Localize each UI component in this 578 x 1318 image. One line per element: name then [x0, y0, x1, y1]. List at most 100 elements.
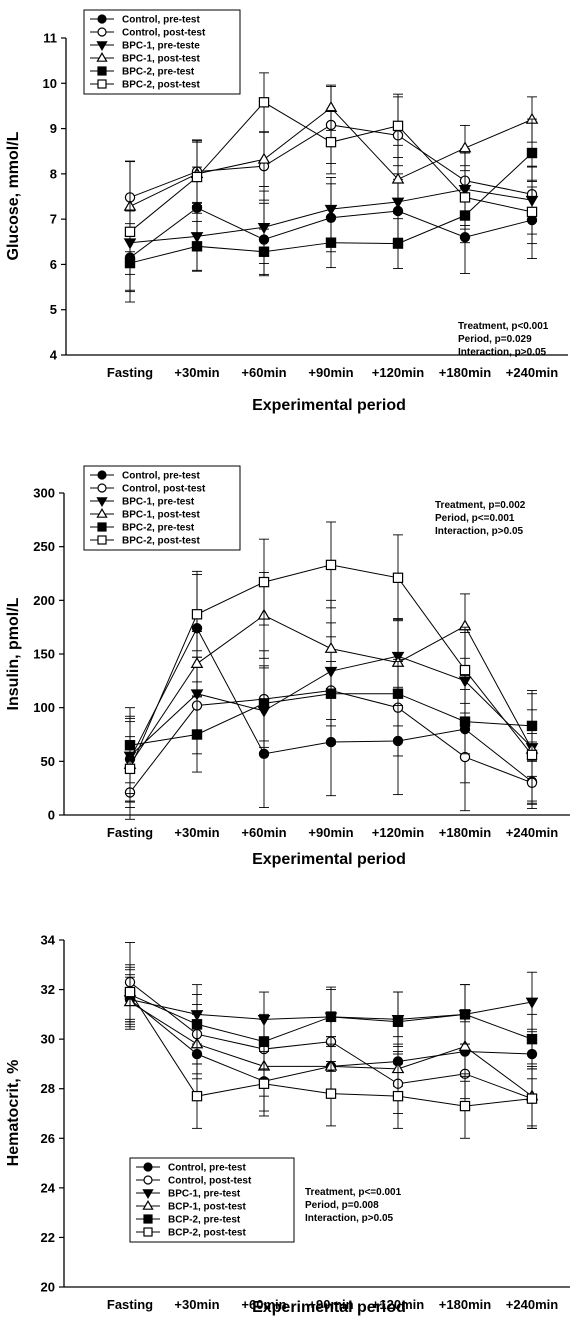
x-tick-label: +180min [439, 1297, 491, 1312]
x-tick-label: +90min [308, 1297, 353, 1312]
data-point [526, 720, 538, 732]
data-point [257, 152, 271, 164]
legend-marker [97, 522, 107, 532]
stat-annotation: Interaction, p>0.05 [458, 347, 547, 358]
y-tick-label: 4 [50, 348, 58, 363]
legend-label: Control, pre-test [168, 1163, 246, 1174]
legend-marker [142, 1189, 154, 1200]
data-point [191, 609, 203, 620]
x-tick-label: +120min [372, 365, 424, 380]
legend-marker [96, 41, 108, 52]
data-point [325, 559, 337, 571]
legend-box [129, 1157, 295, 1243]
legend-label: BPC-1, post-test [122, 510, 200, 521]
data-point [190, 656, 204, 668]
data-point [258, 1078, 270, 1089]
data-point [526, 1093, 538, 1104]
stat-annotation: Period, p=0.029 [458, 334, 532, 345]
x-tick-label: +180min [439, 365, 491, 380]
data-point [324, 641, 338, 653]
x-tick-label: +90min [308, 365, 353, 380]
data-point [526, 147, 538, 159]
data-point [325, 136, 337, 148]
data-point [191, 1090, 203, 1102]
y-tick-label: 34 [41, 933, 56, 948]
data-point [257, 223, 271, 235]
legend-label: BPC-2, post-test [122, 80, 200, 91]
stat-annotation: Interaction, p>0.05 [435, 526, 524, 537]
legend-marker [96, 507, 108, 518]
data-point [459, 1009, 471, 1020]
x-tick-label: +30min [174, 365, 219, 380]
chart-1: 4 5 6 7 8 9 10 11 Fasting +30min +60min +90min +120m… [5, 9, 568, 414]
data-point [459, 192, 471, 203]
data-point [258, 1036, 270, 1047]
chart-2: 0 50 100 150 200 250 300 Fasting +30min +60min +90… [5, 465, 570, 868]
y-tick-label: 30 [41, 1032, 55, 1047]
data-point [124, 986, 136, 998]
data-point [258, 97, 270, 108]
x-axis-title: Experimental period [252, 397, 406, 414]
y-tick-label: 150 [33, 647, 55, 662]
legend-label: Control, post-test [122, 484, 206, 495]
y-axis-title: Insulin, pmol/L [5, 597, 22, 710]
legend-marker [97, 535, 107, 545]
data-point [258, 698, 270, 709]
legend-label: BCP-2, post-test [168, 1228, 246, 1239]
x-tick-label: Fasting [107, 365, 153, 380]
legend-label: BCP-1, post-test [168, 1202, 246, 1213]
x-tick-label: +60min [241, 825, 286, 840]
x-tick-label: +30min [174, 1297, 219, 1312]
legend-box [83, 465, 241, 551]
data-point [391, 172, 405, 184]
y-tick-label: 11 [43, 31, 57, 46]
data-point [325, 1011, 337, 1023]
legend: Control, pre-test Control, post-test BPC-1… [83, 9, 241, 95]
y-tick-label: 100 [33, 700, 55, 715]
data-point [258, 576, 270, 588]
legend: Control, pre-test Control, post-test BPC-1… [129, 1157, 295, 1243]
x-axis-title: Experimental period [252, 1299, 406, 1316]
legend-marker [97, 27, 107, 37]
data-point [526, 1033, 538, 1045]
data-point [392, 688, 404, 699]
data-point [459, 716, 471, 727]
x-tick-label: +180min [439, 825, 491, 840]
y-tick-label: 300 [33, 486, 55, 501]
stat-annotation: Period, p<=0.001 [435, 513, 515, 524]
y-tick-label: 5 [50, 302, 57, 317]
legend-label: BPC-1, pre-test [168, 1189, 241, 1200]
legend-label: Control, pre-test [122, 15, 200, 26]
data-point [526, 749, 538, 761]
data-point [458, 1039, 472, 1051]
data-point [392, 572, 404, 583]
legend-marker [96, 51, 108, 62]
y-tick-label: 32 [41, 982, 55, 997]
series-6 [124, 964, 538, 1139]
data-point [191, 1019, 203, 1030]
y-tick-label: 7 [50, 212, 57, 227]
legend-label: BPC-1, pre-teste [122, 41, 200, 52]
chart-3: 20 22 24 26 28 30 32 34 Fasting +30min +60min +90mi… [5, 933, 570, 1316]
y-axis-title: Hematocrit, % [5, 1060, 22, 1167]
stat-annotation: Treatment, p<=0.001 [305, 1187, 402, 1198]
data-point [459, 664, 471, 676]
data-point [526, 206, 538, 218]
y-tick-label: 0 [48, 808, 55, 823]
x-axis-title: Experimental period [252, 851, 406, 868]
y-tick-label: 22 [41, 1230, 55, 1245]
data-point [124, 763, 136, 775]
y-tick-label: 20 [41, 1280, 55, 1295]
y-axis-title: Glucose, mmol/L [5, 131, 22, 260]
legend-label: Control, pre-test [122, 471, 200, 482]
y-tick-label: 9 [50, 121, 57, 136]
legend-label: Control, post-test [168, 1176, 252, 1187]
series-6 [124, 521, 538, 802]
x-tick-label: +90min [308, 825, 353, 840]
x-tick-label: Fasting [107, 1297, 153, 1312]
legend-marker [142, 1199, 154, 1210]
legend-marker [143, 1227, 153, 1237]
stat-annotation: Interaction, p>0.05 [305, 1213, 394, 1224]
data-point [324, 204, 338, 216]
